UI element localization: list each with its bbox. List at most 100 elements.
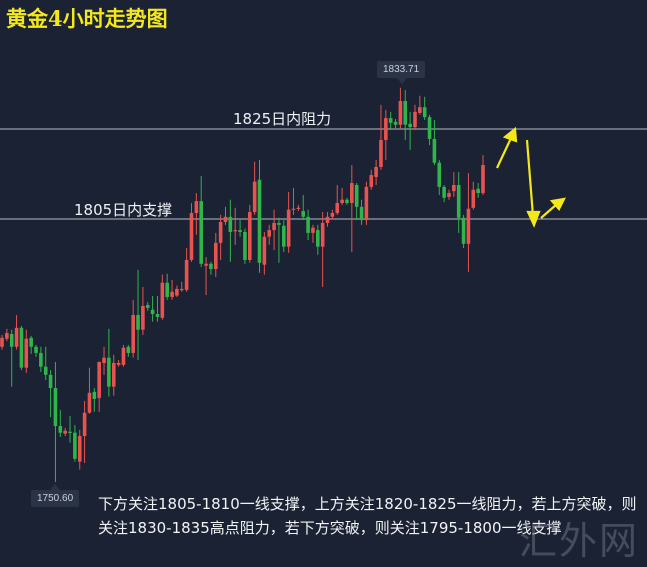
candle-body <box>388 118 393 123</box>
candle <box>58 409 63 437</box>
candle-body <box>384 118 388 140</box>
candle <box>218 214 223 260</box>
candle-body <box>68 431 72 433</box>
candle-body <box>116 362 121 365</box>
candle-body <box>466 208 471 244</box>
candle <box>301 194 306 221</box>
candle <box>281 220 286 252</box>
candle <box>408 111 412 150</box>
candle-body <box>160 282 165 318</box>
candle-body <box>403 101 408 125</box>
candle-body <box>87 392 92 413</box>
candle-body <box>243 231 247 260</box>
candle-body <box>354 184 359 207</box>
candle <box>131 299 135 358</box>
candle <box>121 344 126 367</box>
candle <box>466 173 471 272</box>
candle <box>73 425 77 462</box>
candle <box>476 183 480 198</box>
candle-body <box>296 207 301 209</box>
arrow-down-icon <box>525 139 535 217</box>
candle-body <box>413 111 417 128</box>
candle-body <box>58 426 63 433</box>
candle-body <box>481 165 485 194</box>
candle-body <box>316 230 320 247</box>
candle-body <box>126 346 131 353</box>
candle <box>413 104 417 130</box>
candle-body <box>111 362 116 387</box>
candle <box>136 269 140 361</box>
candle-body <box>233 230 238 232</box>
candle <box>97 361 101 412</box>
candle <box>63 427 67 437</box>
candles <box>0 87 485 483</box>
candle <box>437 159 442 195</box>
candle-body <box>320 222 325 247</box>
candle <box>335 184 340 215</box>
candle-body <box>257 179 262 263</box>
candle <box>461 214 466 249</box>
candle-body <box>48 374 53 389</box>
candle <box>92 388 97 412</box>
candle-body <box>350 183 354 204</box>
candle <box>354 183 359 221</box>
arrow-rebound-head-icon <box>549 197 566 211</box>
resistance-label: 1825日内阻力 <box>233 110 332 128</box>
candle-body <box>398 101 403 125</box>
candle <box>150 296 155 322</box>
arrow-up-head-icon <box>502 126 518 143</box>
candle <box>432 119 437 166</box>
candle-body <box>286 209 291 247</box>
candle-body <box>325 216 330 223</box>
candle-body <box>97 361 101 399</box>
candle-body <box>252 181 257 213</box>
candle-body <box>311 227 315 233</box>
candle-body <box>452 184 456 192</box>
candle-body <box>359 206 364 221</box>
low-price-tag: 1750.60 <box>31 490 80 507</box>
candle <box>359 199 364 225</box>
candle-body <box>418 107 422 113</box>
candle-body <box>131 315 135 353</box>
candle-body <box>39 352 43 367</box>
candle <box>403 90 408 140</box>
candle-body <box>306 216 310 233</box>
candle-body <box>145 305 150 308</box>
candle <box>364 181 369 225</box>
candle <box>213 232 218 278</box>
candle <box>267 224 272 245</box>
candle <box>209 261 213 275</box>
candle-body <box>184 259 189 290</box>
candle-body <box>136 315 140 330</box>
candle <box>272 209 276 250</box>
candle-body <box>476 188 480 194</box>
candle-body <box>272 222 276 231</box>
candle-body <box>262 236 267 265</box>
candle-body <box>170 291 174 297</box>
candle-body <box>228 216 233 232</box>
candle <box>422 96 427 120</box>
candle <box>243 228 247 264</box>
candle <box>111 354 116 396</box>
candle <box>320 212 325 288</box>
candle <box>19 325 24 371</box>
candle <box>179 281 184 292</box>
arrow-rebound-icon <box>540 203 558 219</box>
candle <box>82 400 87 464</box>
candle-body <box>73 432 77 459</box>
candle <box>223 206 228 225</box>
candle <box>53 361 58 483</box>
candle-body <box>213 242 218 269</box>
low-tag-pointer <box>50 484 60 490</box>
candle-body <box>247 212 252 260</box>
candle <box>87 367 92 414</box>
candle-body <box>330 212 335 217</box>
candle <box>330 209 335 220</box>
candle <box>160 274 165 320</box>
candle-body <box>34 346 38 353</box>
candle-body <box>102 357 106 363</box>
candle <box>393 119 398 129</box>
candle-body <box>9 333 14 347</box>
candle-body <box>141 305 145 330</box>
candle-body <box>0 337 4 347</box>
